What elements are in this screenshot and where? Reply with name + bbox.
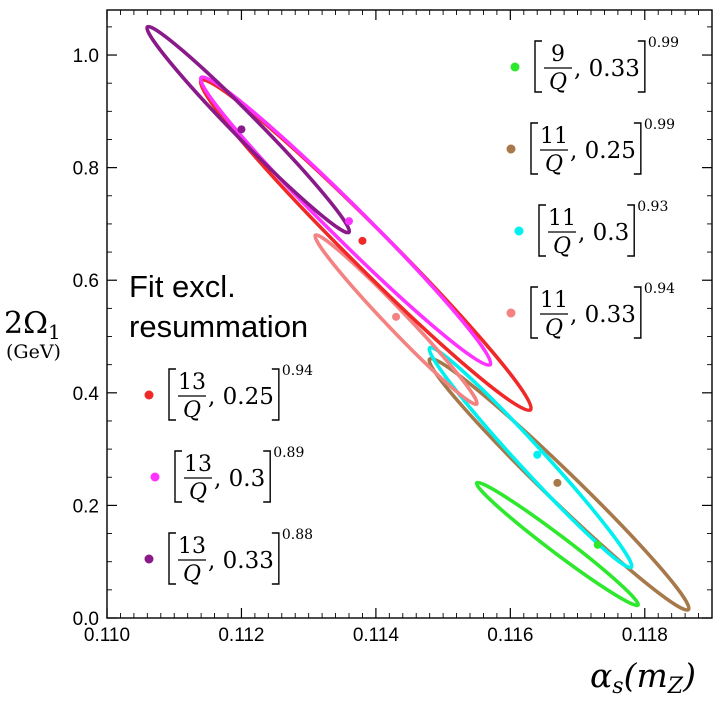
legend: 9 Q , 0.33 0.99 11 Q , 0.25 0.99 11 Q , 0.3 0.93 11 Q… [144, 35, 679, 587]
legend-denominator: Q [545, 316, 563, 341]
legend-denominator: Q [549, 70, 567, 95]
legend-denominator: Q [183, 398, 201, 423]
legend-value: , 0.3 [214, 466, 265, 492]
legend-bracket-left [168, 532, 176, 585]
legend-bracket-left [530, 286, 538, 339]
legend-value: , 0.33 [570, 302, 636, 328]
annotation-line-1: Fit excl. [129, 269, 236, 304]
legend-exponent: 0.99 [648, 35, 679, 51]
x-tick-label: 0.114 [353, 625, 400, 646]
y-tick-label: 0.2 [73, 496, 99, 517]
y-tick-label: 0.0 [73, 609, 99, 630]
legend-numerator: 13 [178, 370, 206, 395]
x-tick-label: 0.110 [84, 625, 130, 646]
legend-bracket-left [534, 40, 542, 93]
legend-item: 9 Q , 0.33 0.99 [510, 35, 679, 95]
legend-numerator: 13 [178, 534, 206, 559]
legend-numerator: 13 [184, 452, 212, 477]
legend-bracket-right [271, 532, 280, 585]
confidence-ellipse [474, 480, 641, 608]
legend-bracket-right [263, 450, 271, 503]
legend-marker [506, 308, 516, 318]
best-fit-point [358, 236, 367, 245]
legend-value: , 0.25 [208, 384, 274, 410]
legend-exponent: 0.88 [282, 527, 313, 543]
legend-item: 13 Q , 0.33 0.88 [144, 527, 313, 587]
plot-frame [106, 9, 713, 619]
legend-marker [144, 554, 154, 564]
legend-item: 13 Q , 0.25 0.94 [144, 363, 313, 423]
confidence-ellipse [198, 75, 493, 367]
best-fit-points [237, 125, 602, 549]
legend-numerator: 11 [548, 206, 576, 231]
legend-marker [506, 144, 516, 154]
legend-value: , 0.25 [570, 138, 636, 164]
legend-exponent: 0.99 [644, 117, 675, 133]
legend-exponent: 0.89 [273, 445, 304, 461]
legend-marker [150, 472, 160, 482]
legend-bracket-right [271, 368, 280, 421]
legend-bracket-right [627, 204, 635, 257]
legend-exponent: 0.93 [637, 199, 668, 215]
legend-value: , 0.3 [578, 220, 629, 246]
x-tick-label: 0.112 [218, 625, 264, 646]
legend-marker [144, 390, 154, 400]
legend-bracket-left [530, 122, 538, 175]
y-tick-label: 0.6 [73, 271, 99, 292]
confidence-ellipse [145, 24, 352, 235]
legend-item: 11 Q , 0.3 0.93 [514, 199, 668, 259]
legend-item: 11 Q , 0.33 0.94 [506, 281, 675, 341]
legend-denominator: Q [545, 152, 563, 177]
legend-bracket-left [538, 204, 546, 257]
annotation-line-2: resummation [129, 309, 308, 344]
legend-bracket-left [168, 368, 176, 421]
best-fit-point [392, 312, 401, 321]
confidence-ellipse [198, 77, 533, 413]
legend-value: , 0.33 [208, 548, 274, 574]
legend-value: , 0.33 [574, 56, 640, 82]
x-axis-label: αs(mZ) [590, 656, 696, 699]
x-tick-label: 0.118 [622, 625, 668, 646]
legend-numerator: 9 [551, 42, 565, 67]
legend-denominator: Q [553, 234, 571, 259]
legend-item: 13 Q , 0.3 0.89 [150, 445, 304, 505]
best-fit-point [345, 217, 353, 226]
axis-ticks: 0.110 0.112 0.114 0.116 0.118 0.0 0.2 0.4 0.6 0.8… [73, 10, 713, 646]
y-tick-label: 0.8 [73, 159, 99, 180]
y-axis-unit: (GeV) [6, 341, 61, 363]
legend-item: 11 Q , 0.25 0.99 [506, 117, 675, 177]
confidence-ellipses [145, 24, 691, 612]
legend-marker [514, 226, 524, 236]
best-fit-point [237, 125, 246, 134]
y-tick-label: 0.4 [73, 384, 100, 405]
legend-numerator: 11 [540, 124, 568, 149]
best-fit-point [533, 450, 542, 459]
legend-marker [510, 62, 520, 72]
y-tick-label: 1.0 [73, 46, 99, 67]
legend-exponent: 0.94 [644, 281, 675, 297]
confidence-ellipse [427, 345, 634, 570]
legend-bracket-right [633, 286, 642, 339]
confidence-ellipse [313, 233, 479, 407]
x-tick-label: 0.116 [487, 625, 533, 646]
best-fit-point [553, 478, 562, 487]
legend-denominator: Q [183, 562, 201, 587]
y-axis-label: 2Ω1 [4, 306, 61, 344]
legend-numerator: 11 [540, 288, 568, 313]
legend-bracket-right [637, 40, 646, 93]
legend-denominator: Q [189, 480, 207, 505]
best-fit-point [593, 540, 602, 549]
legend-bracket-left [174, 450, 182, 503]
legend-bracket-right [633, 122, 642, 175]
legend-exponent: 0.94 [282, 363, 313, 379]
